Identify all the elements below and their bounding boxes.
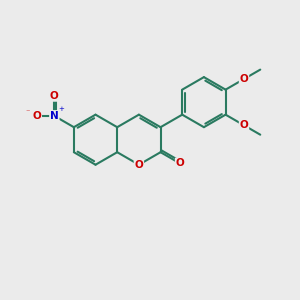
Text: O: O: [32, 111, 41, 121]
Text: O: O: [176, 158, 184, 169]
Text: O: O: [240, 120, 248, 130]
Text: O: O: [50, 91, 59, 101]
Text: ⁻: ⁻: [26, 107, 30, 116]
Text: O: O: [134, 160, 143, 170]
Text: N: N: [50, 111, 59, 121]
Text: +: +: [58, 106, 64, 112]
Text: O: O: [240, 74, 248, 84]
